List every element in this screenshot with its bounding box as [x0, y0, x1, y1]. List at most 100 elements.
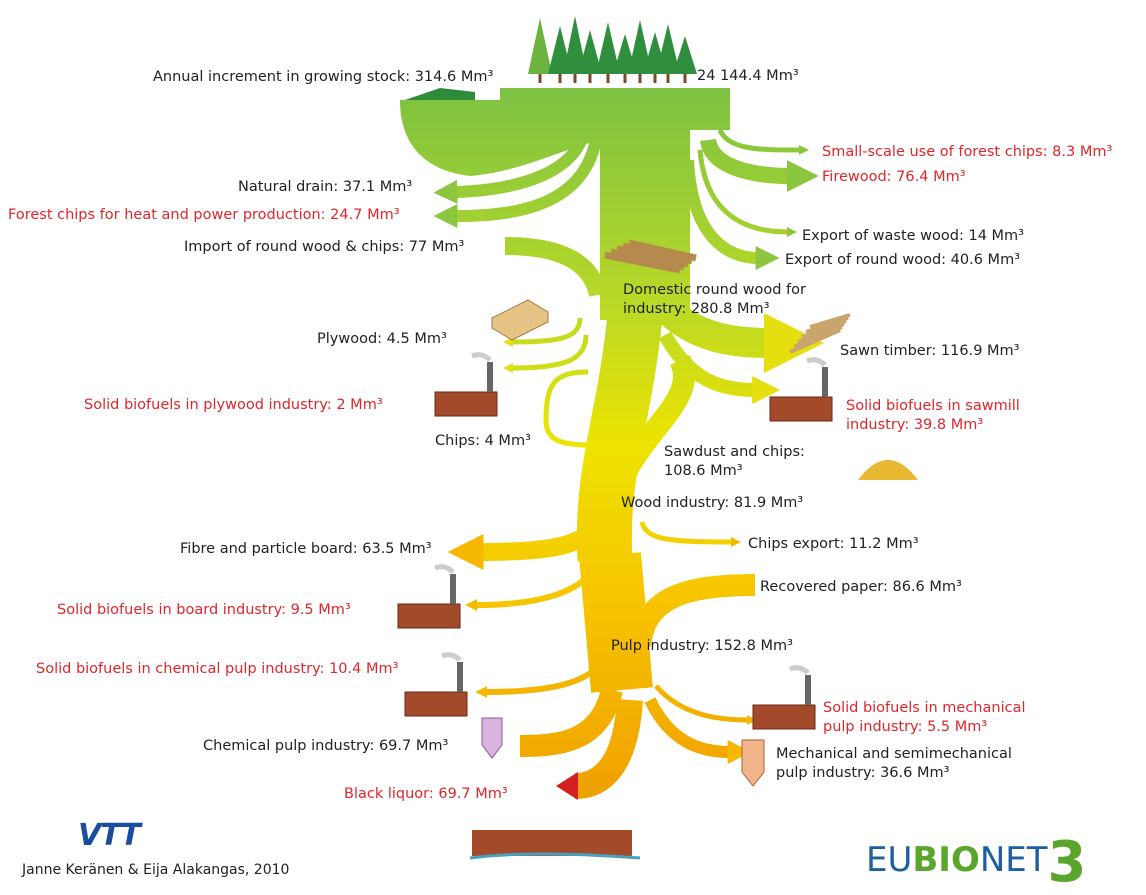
flow-label: Chips export: 11.2 Mm³: [748, 536, 919, 552]
icons: [397, 16, 918, 860]
credit: Janne Keränen & Eija Alakangas, 2010: [22, 862, 290, 878]
water: [469, 852, 641, 860]
plank: [793, 325, 843, 349]
flow-label: Solid biofuels in board industry: 9.5 Mm…: [57, 602, 351, 618]
log: [604, 251, 681, 274]
flow-label: Solid biofuels in sawmill industry: 39.8…: [846, 398, 1020, 433]
flow-label: Forest chips for heat and power producti…: [8, 207, 400, 223]
tree-trunk: [638, 73, 642, 83]
chimney: [450, 574, 456, 604]
flow-label: Chips: 4 Mm³: [435, 433, 531, 449]
log: [610, 248, 685, 271]
flow: [639, 521, 741, 547]
flow-label: Black liquor: 69.7 Mm³: [344, 786, 508, 802]
flow-label: Pulp industry: 152.8 Mm³: [611, 638, 793, 654]
plank: [797, 322, 845, 344]
mill: [472, 830, 632, 856]
chimney: [822, 367, 828, 397]
tree: [596, 22, 620, 74]
plank: [789, 328, 841, 354]
flow-label: Wood industry: 81.9 Mm³: [621, 495, 804, 511]
flow-label: Annual increment in growing stock: 314.6…: [153, 69, 494, 85]
logo-part: EU: [866, 840, 913, 880]
smoke: [434, 564, 455, 574]
flow-label: Plywood: 4.5 Mm³: [317, 331, 447, 347]
pulp-silo: [741, 739, 765, 787]
eubionet-logo: EUBIONET3: [866, 820, 1087, 895]
flow-label: Export of waste wood: 14 Mm³: [802, 228, 1024, 244]
flow: [433, 123, 591, 204]
flow: [465, 544, 603, 611]
tree-trunk: [653, 73, 657, 83]
log: [622, 242, 693, 265]
logo-part: NET: [979, 840, 1048, 880]
black-liquor-tip: [556, 772, 578, 800]
flow-label: Solid biofuels in chemical pulp industry…: [36, 661, 399, 677]
flow: [447, 516, 605, 570]
flow-label: Firewood: 76.4 Mm³: [822, 169, 966, 185]
flow: [503, 317, 583, 347]
flow: [717, 128, 809, 155]
log: [616, 245, 689, 268]
pulp-silo: [481, 717, 503, 759]
flow: [576, 312, 663, 562]
flow-label: Domestic round wood for industry: 280.8 …: [623, 282, 806, 317]
flow-label: Sawn timber: 116.9 Mm³: [840, 343, 1020, 359]
flow-label: Solid biofuels in mechanical pulp indust…: [823, 700, 1026, 735]
flow: [659, 300, 824, 373]
tree: [628, 20, 652, 74]
tree-trunk: [683, 73, 687, 83]
flow: [574, 698, 643, 799]
tree-trunk: [558, 73, 562, 83]
log: [628, 239, 697, 262]
flow-label: 24 144.4 Mm³: [697, 68, 799, 84]
factory: [769, 396, 833, 422]
flow: [682, 159, 780, 270]
flow: [543, 369, 591, 448]
plank: [805, 316, 849, 334]
flow-label: Export of round wood: 40.6 Mm³: [785, 252, 1021, 268]
tree: [673, 36, 697, 74]
plank: [809, 313, 851, 329]
tree-trunk: [606, 73, 610, 83]
flow: [658, 331, 781, 404]
flow: [644, 697, 752, 764]
plank: [801, 319, 847, 339]
tree-trunk: [588, 73, 592, 83]
flow-label: Chemical pulp industry: 69.7 Mm³: [203, 738, 449, 754]
flow-label: Solid biofuels in plywood industry: 2 Mm…: [84, 397, 383, 413]
factory: [404, 691, 468, 717]
smoke: [471, 352, 492, 362]
flow: [519, 687, 623, 757]
tree: [528, 18, 552, 74]
flow-label: Small-scale use of forest chips: 8.3 Mm³: [822, 144, 1113, 160]
flow-label: Recovered paper: 86.6 Mm³: [760, 579, 962, 595]
flow: [697, 149, 797, 237]
stock-wedge: [405, 88, 475, 100]
tree-trunk: [573, 73, 577, 83]
flow: [700, 137, 819, 192]
flow: [433, 124, 604, 228]
plywood: [491, 299, 549, 341]
flow: [504, 237, 607, 298]
tree: [563, 16, 587, 74]
flow: [503, 334, 589, 373]
smoke: [806, 357, 827, 367]
flows: [400, 88, 824, 800]
flow: [475, 649, 608, 698]
tree: [578, 30, 602, 74]
sawdust: [858, 460, 918, 480]
tree-trunk: [538, 73, 542, 83]
logo-part: BIO: [912, 840, 980, 880]
tree: [656, 24, 680, 74]
logo-part: 3: [1047, 830, 1087, 895]
factory: [397, 603, 461, 629]
flow-label: Sawdust and chips: 108.6 Mm³: [664, 444, 805, 479]
flow-label: Import of round wood & chips: 77 Mm³: [184, 239, 465, 255]
flow: [629, 574, 756, 647]
smoke: [789, 665, 810, 675]
flow-label: Mechanical and semimechanical pulp indus…: [776, 746, 1012, 781]
vtt-logo: VTT: [78, 818, 141, 853]
